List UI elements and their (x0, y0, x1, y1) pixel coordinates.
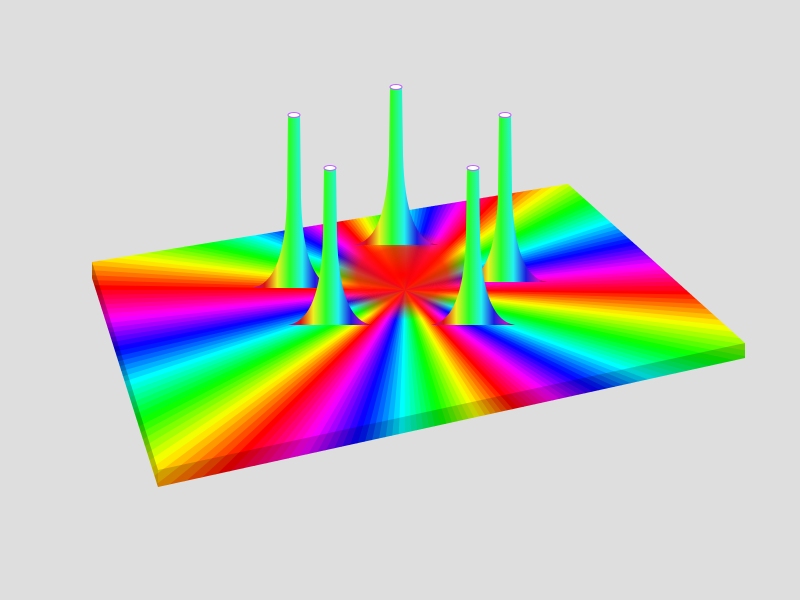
stripe (405, 290, 515, 487)
stripe (405, 268, 745, 290)
stripe (405, 184, 745, 290)
spike-shade (252, 115, 336, 288)
stripe (405, 184, 745, 290)
stripe (405, 184, 745, 290)
stripe (92, 287, 405, 301)
stripe (92, 290, 405, 481)
stripe (92, 290, 405, 431)
stripe (405, 184, 745, 290)
stripe (92, 290, 405, 356)
spike-top (498, 112, 512, 118)
spike-top (287, 112, 301, 118)
stripe (92, 290, 405, 345)
spike-shade (431, 168, 515, 325)
stripe (405, 290, 551, 487)
stripe (405, 246, 745, 290)
stripe (405, 290, 639, 487)
stripe (405, 202, 745, 290)
stripe (405, 290, 587, 487)
stripe (405, 279, 745, 293)
spikes (252, 84, 547, 325)
stripe (92, 290, 405, 378)
stripe (405, 184, 745, 290)
stripe (92, 290, 405, 487)
stripe (405, 184, 745, 290)
stripe (405, 290, 479, 487)
stripe (405, 184, 745, 290)
stripe (92, 290, 405, 487)
stripe (405, 184, 745, 290)
stripe (405, 191, 745, 290)
stripe (405, 184, 745, 290)
stripe (92, 290, 405, 487)
stripe (405, 235, 745, 290)
stripe (405, 184, 745, 290)
stripe (405, 184, 745, 290)
stripe (92, 290, 405, 367)
stripe (92, 290, 405, 334)
stripe (92, 290, 405, 389)
spike-shade (463, 115, 547, 282)
stripe (401, 290, 424, 487)
stripe (92, 290, 405, 441)
stripe (92, 290, 405, 487)
spike-top (466, 165, 480, 171)
stripe (405, 184, 745, 290)
slab-front-side (158, 343, 745, 487)
stripe (92, 290, 405, 487)
stripe (92, 290, 405, 487)
stripe (92, 290, 405, 420)
stripe (92, 290, 405, 471)
spike-top (389, 84, 403, 90)
stripe (92, 290, 405, 410)
stripe (405, 257, 745, 290)
stripe (92, 290, 405, 451)
stripe (405, 184, 745, 290)
stripe (92, 290, 405, 323)
stripe (405, 290, 622, 487)
stripe (92, 290, 405, 487)
stripe (92, 184, 405, 290)
stripe (405, 290, 604, 487)
stripe (405, 213, 745, 290)
stripe (405, 290, 497, 487)
stripe (405, 184, 745, 290)
spike-shade (354, 87, 438, 245)
stripe (405, 290, 442, 487)
stripe (405, 290, 460, 487)
stripe (92, 290, 405, 487)
slab-left-side (92, 262, 158, 487)
stripe (92, 290, 405, 487)
stripe (92, 290, 405, 487)
stripe (405, 184, 745, 290)
stripe (92, 184, 405, 290)
center-glow (327, 230, 477, 320)
stripe (92, 290, 405, 487)
stripe (92, 290, 405, 312)
stripe (92, 290, 405, 399)
stripe (405, 184, 745, 290)
stripe (405, 290, 569, 487)
stripe (92, 290, 405, 487)
stripe (405, 184, 745, 290)
stripe (92, 290, 405, 461)
spike-shade (288, 168, 372, 325)
stripe (405, 184, 745, 290)
spike-top (323, 165, 337, 171)
stripe (405, 224, 745, 290)
stripe (405, 290, 533, 487)
stripe (405, 290, 656, 487)
